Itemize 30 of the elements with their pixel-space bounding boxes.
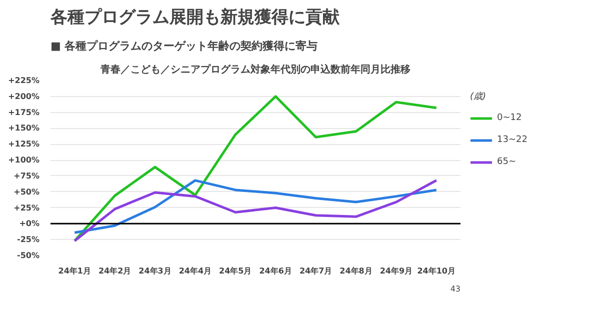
y-tick-label: -50% [17, 251, 40, 260]
y-tick-label: +75% [14, 171, 40, 180]
chart-subtitle: ■ 各種プログラムのターゲット年齢の契約獲得に寄与 [50, 40, 318, 52]
x-tick-label: 24年1月 [58, 266, 91, 276]
text: 43 [450, 284, 461, 294]
x-tick-label: 24年8月 [340, 266, 372, 276]
y-tick-label: +175% [8, 108, 40, 117]
y-tick-label: +0% [19, 219, 40, 228]
x-tick-label: 24年10月 [417, 266, 456, 276]
x-tick-label: 24年6月 [259, 266, 292, 276]
x-tick-label: 24年2月 [98, 266, 132, 276]
text: 青春／こども／シニアプログラム対象年代別の申込数前年同月比推移 [100, 64, 410, 76]
y-tick-label: +225% [8, 76, 40, 85]
x-tick-label: 24年9月 [380, 266, 413, 276]
chart-title: 各種プログラム展開も新規獲得に貢献 [50, 8, 340, 28]
legend-label: 65~ [497, 156, 517, 168]
y-tick-label: +150% [8, 124, 40, 133]
legend-label: 13~22 [497, 134, 528, 146]
y-tick-label: -25% [17, 235, 40, 244]
legend-label: 0~12 [497, 112, 522, 124]
y-tick-label: +100% [8, 156, 40, 165]
x-tick-label: 24年4月 [178, 266, 212, 276]
x-tick-label: 24年5月 [219, 266, 252, 276]
x-tick-label: 24年7月 [299, 266, 332, 276]
y-tick-label: +25% [14, 203, 40, 212]
legend-title: (歳) [470, 90, 488, 103]
y-tick-label: +50% [14, 187, 40, 196]
y-tick-label: +200% [8, 92, 40, 101]
y-tick-label: +125% [8, 140, 40, 149]
x-tick-label: 24年3月 [138, 266, 172, 276]
